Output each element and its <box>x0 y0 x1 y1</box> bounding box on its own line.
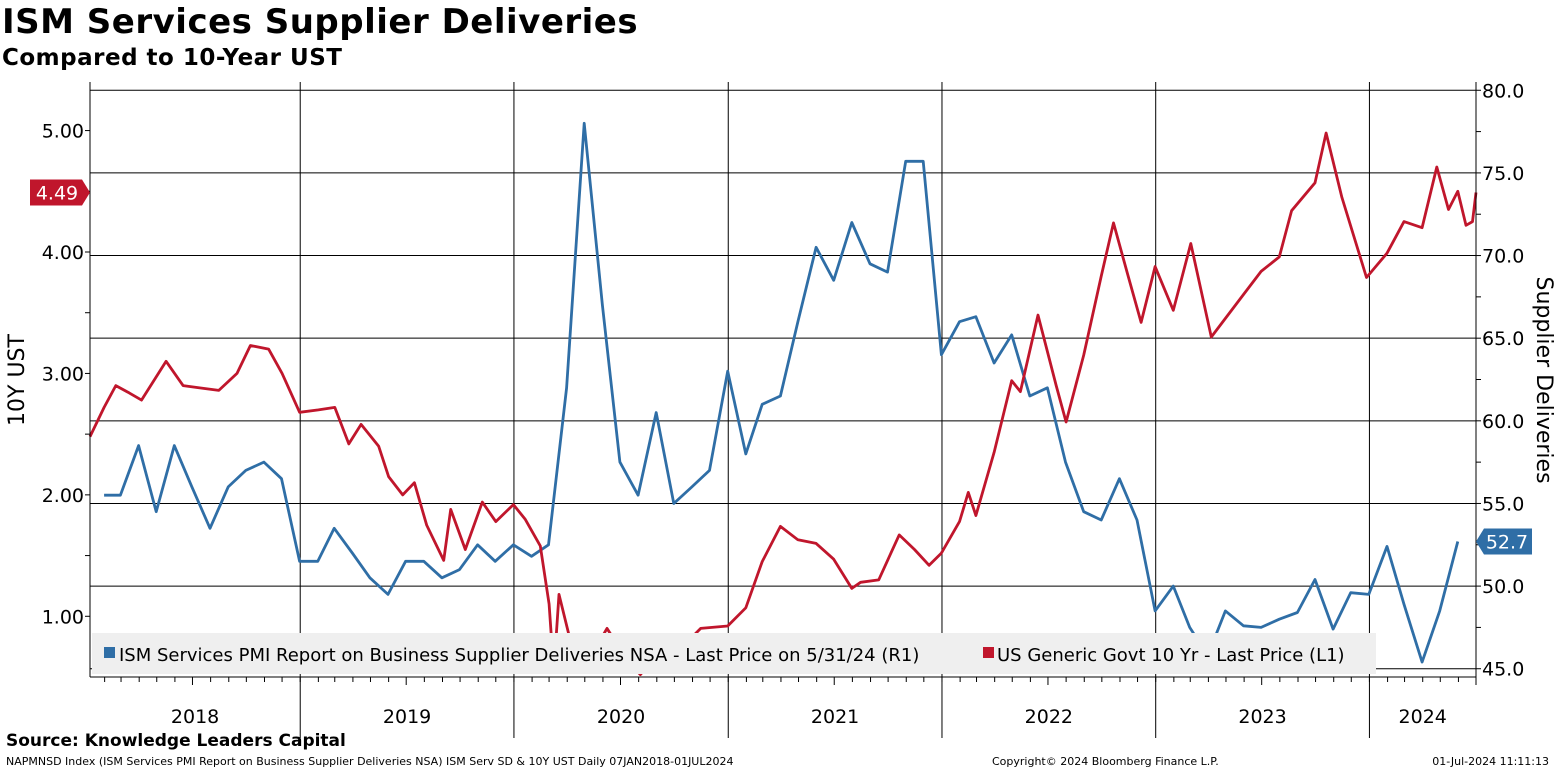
right-tick-label: 65.0 <box>1482 328 1524 350</box>
series-lines <box>88 121 1478 676</box>
year-label: 2024 <box>1399 706 1447 728</box>
left-tick-label: 3.00 <box>42 363 84 385</box>
right-tick-label: 75.0 <box>1482 163 1524 185</box>
right-tick-label: 50.0 <box>1482 576 1524 598</box>
legend-label-10y: US Generic Govt 10 Yr - Last Price (L1) <box>997 645 1345 666</box>
year-label: 2018 <box>171 706 219 728</box>
right-tick-label: 60.0 <box>1482 411 1524 433</box>
x-axis-years: 2018 2019 2020 2021 2022 2023 2024 <box>104 677 1477 728</box>
gridlines <box>90 82 1476 738</box>
right-tick-label: 70.0 <box>1482 246 1524 268</box>
series-line-supplier-deliveries <box>104 121 1460 664</box>
legend: ISM Services PMI Report on Business Supp… <box>92 633 1376 674</box>
left-axis-label: 10Y UST <box>5 333 30 425</box>
year-label: 2020 <box>597 706 645 728</box>
right-tick-label: 55.0 <box>1482 493 1524 515</box>
left-tick-label: 2.00 <box>42 485 84 507</box>
left-tick-label: 1.00 <box>42 606 84 628</box>
left-tick-label: 5.00 <box>42 121 84 143</box>
legend-swatch-supplier-deliveries <box>104 647 115 658</box>
last-value-badges: 4.49 52.7 <box>30 179 1532 555</box>
badge-supplier-deliveries <box>1476 528 1532 555</box>
year-label: 2022 <box>1025 706 1073 728</box>
right-tick-label: 45.0 <box>1482 659 1524 681</box>
left-axis-ticks: 1.00 2.00 3.00 4.00 5.00 <box>42 121 90 628</box>
year-label: 2019 <box>383 706 431 728</box>
legend-label-supplier-deliveries: ISM Services PMI Report on Business Supp… <box>119 645 919 666</box>
year-label: 2023 <box>1238 706 1286 728</box>
badge-10y-ust <box>30 179 90 206</box>
year-label: 2021 <box>811 706 859 728</box>
badge-10y-ust-value: 4.49 <box>36 183 78 205</box>
right-tick-label: 80.0 <box>1482 80 1524 102</box>
source-note: Source: Knowledge Leaders Capital <box>6 731 346 751</box>
series-line-10y-ust <box>88 131 1478 676</box>
legend-swatch-10y <box>983 647 994 658</box>
index-description: NAPMNSD Index (ISM Services PMI Report o… <box>6 755 734 768</box>
copyright: Copyright© 2024 Bloomberg Finance L.P. <box>992 755 1219 768</box>
right-axis-ticks: 45.0 50.0 55.0 60.0 65.0 70.0 75.0 80.0 <box>1476 80 1524 681</box>
badge-supplier-deliveries-value: 52.7 <box>1486 531 1528 553</box>
chart-subtitle: Compared to 10-Year UST <box>2 45 343 71</box>
right-axis-label: Supplier Deliveries <box>1531 276 1556 483</box>
chart-title: ISM Services Supplier Deliveries <box>2 2 639 42</box>
timestamp: 01-Jul-2024 11:11:13 <box>1432 755 1549 768</box>
legend-background <box>92 633 1376 674</box>
left-tick-label: 4.00 <box>42 242 84 264</box>
